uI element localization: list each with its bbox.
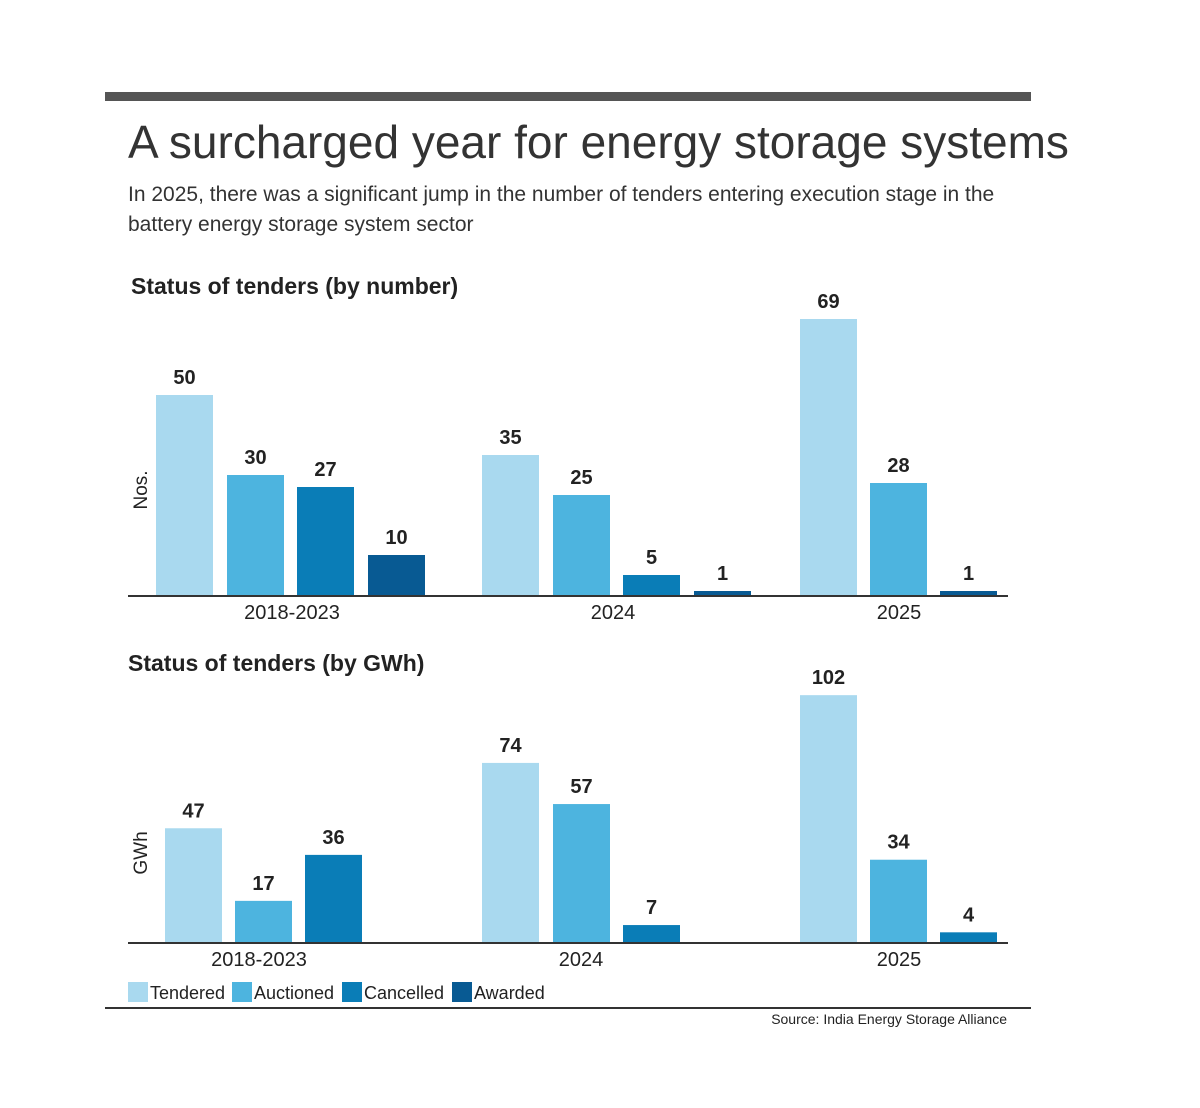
x-axis-line	[128, 595, 1008, 597]
legend-swatch-auctioned	[232, 982, 252, 1002]
legend: Tendered Auctioned Cancelled Awarded	[128, 982, 545, 1003]
data-label: 74	[499, 735, 522, 757]
category-label: 2018-2023	[211, 949, 307, 971]
bar-cancelled	[623, 925, 680, 942]
bar-tendered	[165, 828, 222, 942]
data-label: 102	[812, 667, 845, 689]
bar-auctioned	[870, 859, 927, 942]
legend-swatch-awarded	[452, 982, 472, 1002]
bar-cancelled	[940, 932, 997, 942]
chart-by-gwh: Status of tenders (by GWh) GWh 471736201…	[128, 650, 1008, 971]
bar-tendered	[800, 319, 857, 595]
top-rule	[105, 92, 1031, 101]
bar-auctioned	[553, 804, 610, 942]
bar-auctioned	[227, 475, 284, 595]
data-label: 4	[963, 904, 975, 926]
y-axis-label: GWh	[131, 831, 152, 874]
y-axis-label: Nos.	[131, 470, 152, 509]
data-label: 34	[887, 832, 910, 854]
chart-by-number-title: Status of tenders (by number)	[131, 273, 458, 299]
bar-auctioned	[870, 483, 927, 595]
category-label: 2025	[877, 949, 922, 971]
category-label: 2018-2023	[244, 602, 340, 624]
category-label: 2024	[591, 602, 636, 624]
data-label: 50	[173, 367, 195, 389]
legend-swatch-tendered	[128, 982, 148, 1002]
data-label: 7	[646, 897, 657, 919]
category-label: 2024	[559, 949, 604, 971]
bar-awarded	[368, 555, 425, 595]
subtitle-line-1: In 2025, there was a significant jump in…	[128, 183, 994, 206]
bar-awarded	[694, 591, 751, 595]
chart-title: A surcharged year for energy storage sys…	[128, 116, 1069, 168]
data-label: 5	[646, 547, 657, 569]
legend-label: Cancelled	[364, 983, 444, 1003]
data-label: 36	[322, 827, 344, 849]
bottom-rule	[105, 1007, 1031, 1009]
chart-by-number: Status of tenders (by number) Nos. 50 30 2…	[128, 273, 1008, 624]
bar-tendered	[482, 455, 539, 595]
data-label: 69	[817, 291, 839, 313]
bar-awarded	[940, 591, 997, 595]
data-label: 47	[182, 800, 204, 822]
data-label: 28	[887, 455, 909, 477]
data-label: 35	[499, 427, 521, 449]
legend-label: Auctioned	[254, 983, 334, 1003]
data-label: 30	[244, 447, 266, 469]
data-label: 10	[385, 527, 407, 549]
bar-auctioned	[553, 495, 610, 595]
legend-label: Awarded	[474, 983, 545, 1003]
bar-cancelled	[623, 575, 680, 595]
data-label: 17	[252, 873, 274, 895]
bar-tendered	[156, 395, 213, 595]
data-label: 27	[314, 459, 336, 481]
legend-label: Tendered	[150, 983, 225, 1003]
bar-cancelled	[305, 854, 362, 942]
legend-swatch-cancelled	[342, 982, 362, 1002]
bar-cancelled	[297, 487, 354, 595]
data-label: 1	[717, 563, 728, 585]
category-label: 2025	[877, 602, 922, 624]
x-axis-line	[128, 942, 1008, 944]
bar-tendered	[800, 695, 857, 942]
data-label: 57	[570, 776, 592, 798]
data-label: 1	[963, 563, 974, 585]
chart-by-gwh-title: Status of tenders (by GWh)	[128, 650, 424, 676]
source-note: Source: India Energy Storage Alliance	[771, 1011, 1007, 1027]
bar-tendered	[482, 762, 539, 942]
bar-auctioned	[235, 900, 292, 942]
data-label: 25	[570, 467, 592, 489]
subtitle-line-2: battery energy storage system sector	[128, 213, 474, 236]
